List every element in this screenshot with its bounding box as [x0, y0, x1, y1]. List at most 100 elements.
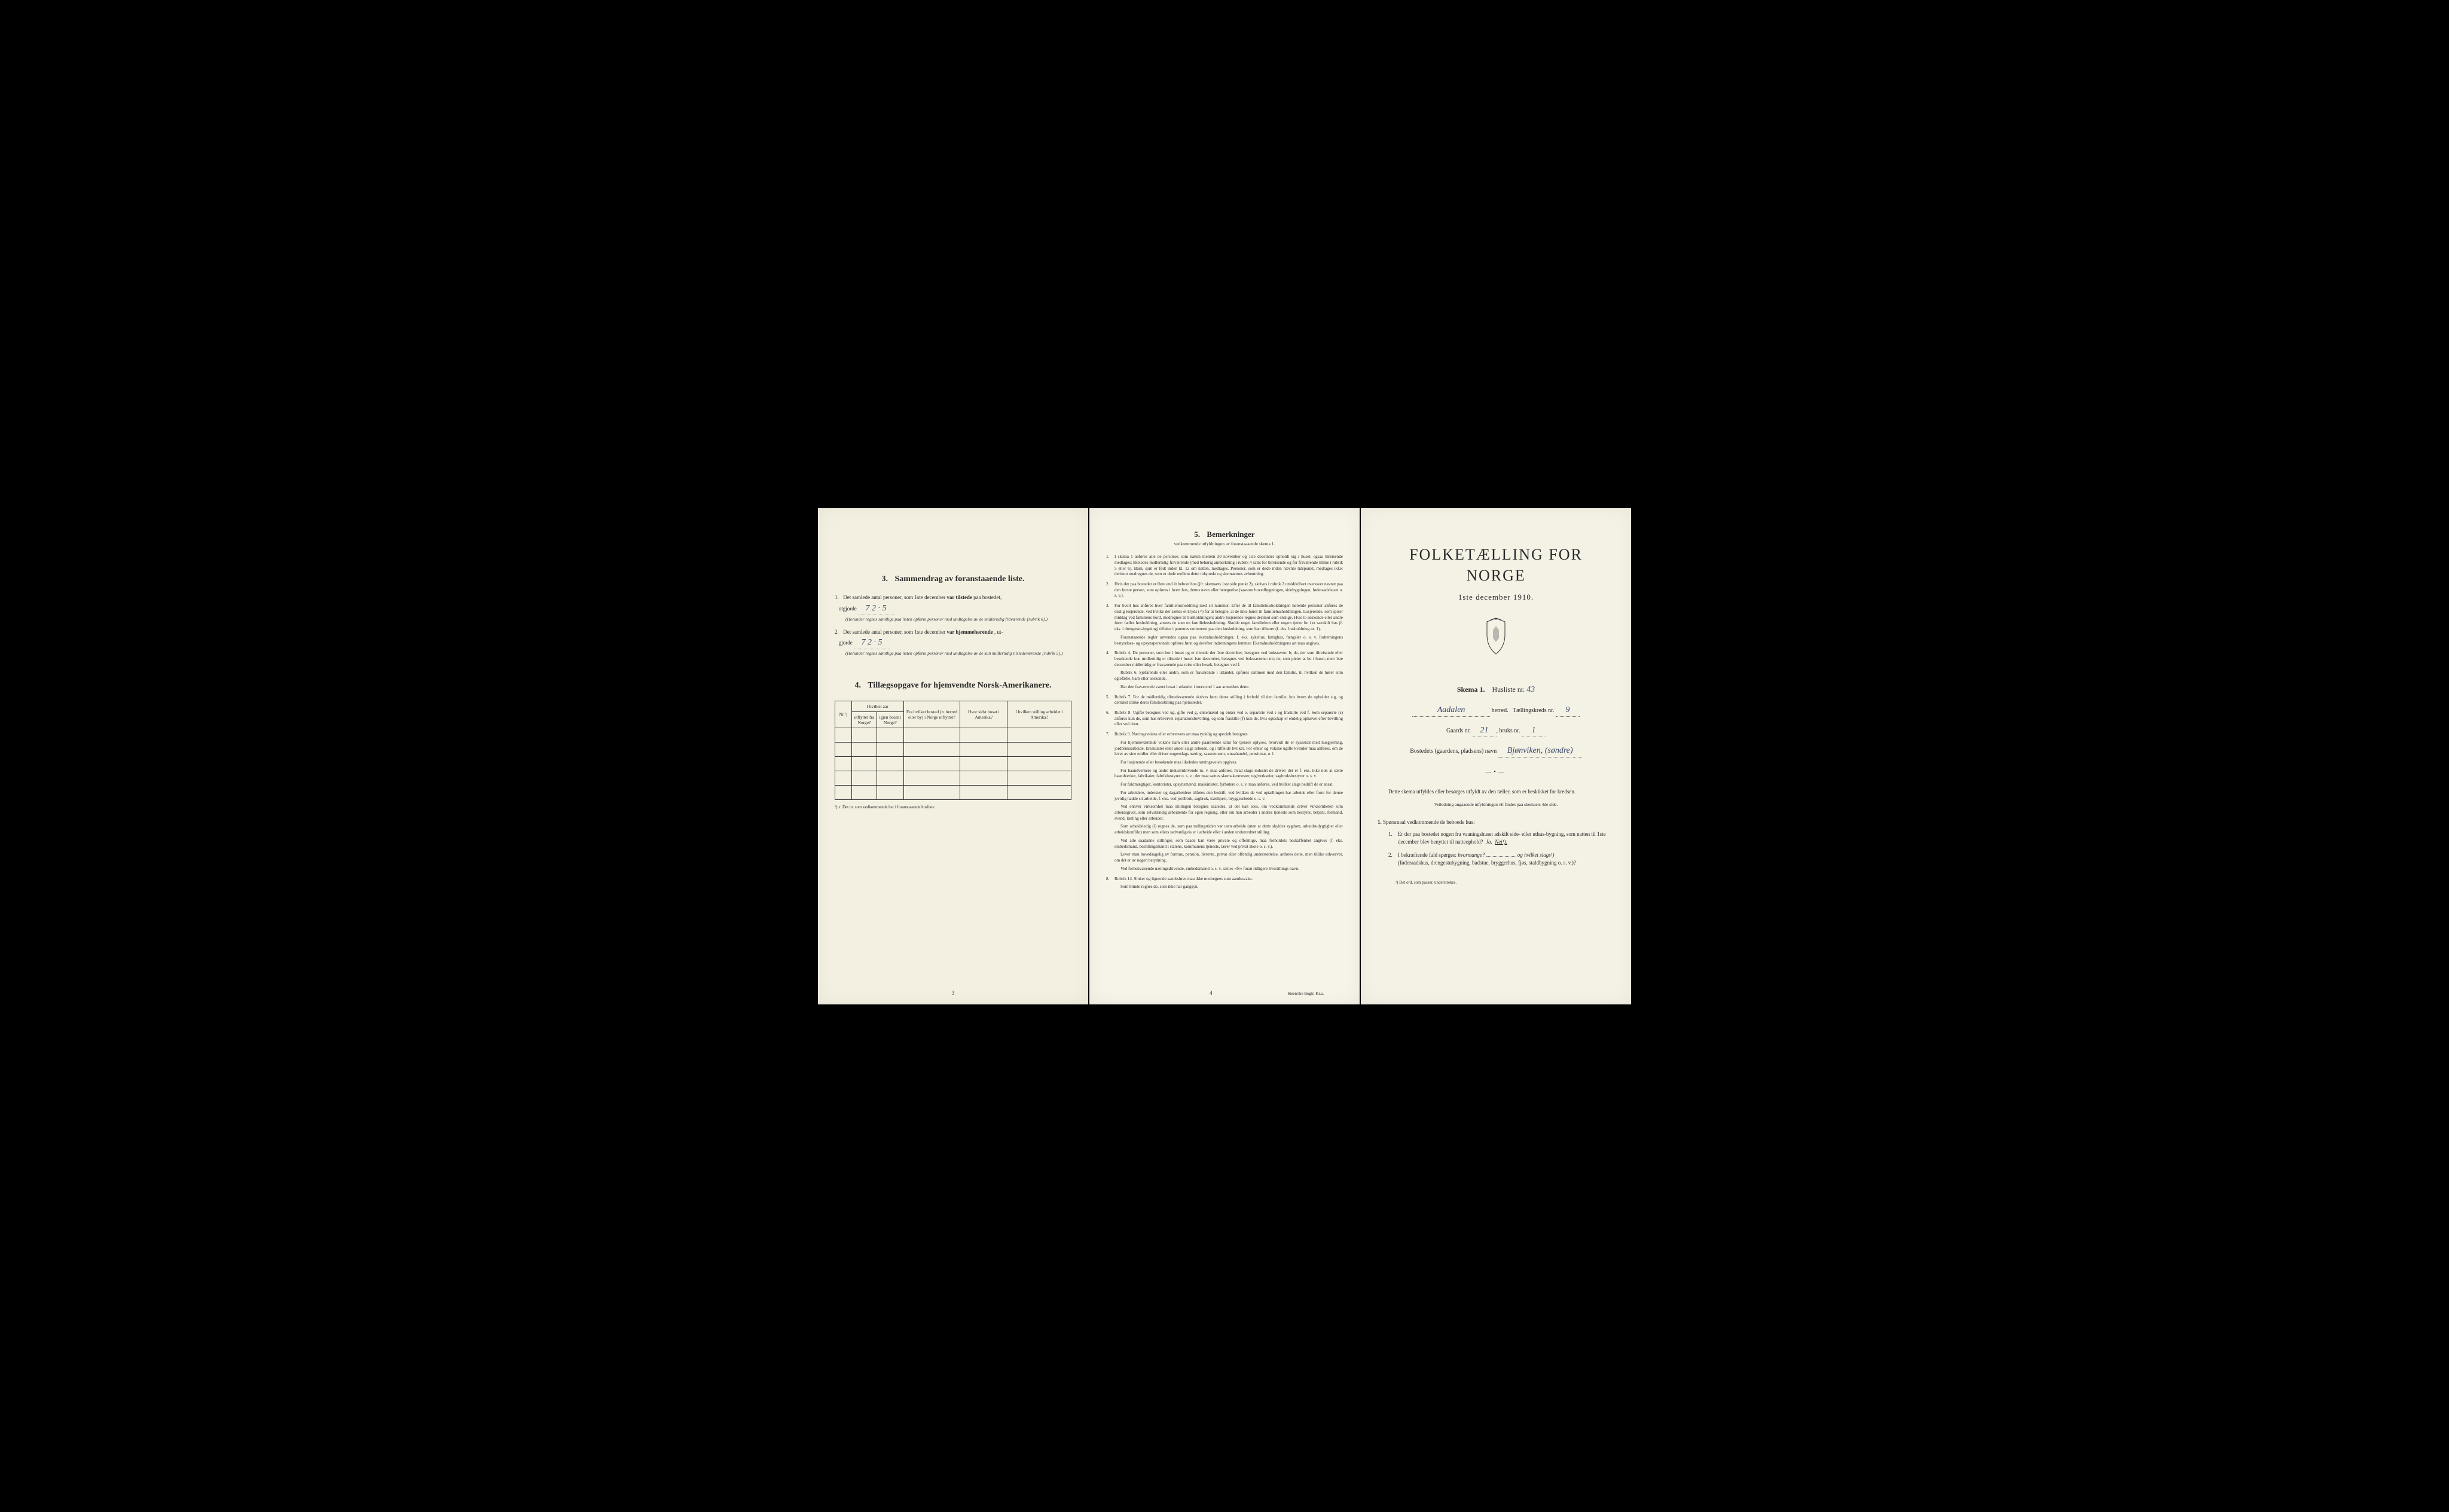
- q1-n: 1.: [1388, 830, 1393, 839]
- remark-para: Har den fraværende været bosat i utlande…: [1114, 685, 1343, 691]
- q-section-title: Spørsmaal vedkommende de beboede hus:: [1383, 819, 1474, 825]
- q2-text-b: hvormange?: [1458, 852, 1485, 858]
- bosted-label: Bostedets (gaardens, pladsens) navn: [1410, 748, 1497, 755]
- emigrant-tbody: [835, 728, 1071, 799]
- remark-para: For arbeidere, inderster og dagarbeidere…: [1114, 790, 1343, 802]
- th-position: I hvilken stilling arbeidet i Amerika?: [1007, 701, 1071, 728]
- th-year-back: igjen bosat i Norge?: [877, 711, 903, 728]
- remark-para: For haandverkere og andre industridriven…: [1114, 768, 1343, 780]
- herred-line: Aadalen herred. Tællingskreds nr. 9: [1378, 705, 1614, 717]
- q2-num: 2.: [835, 628, 842, 637]
- q1-note: (Herunder regnes samtlige paa listen opf…: [845, 616, 1071, 622]
- remark-para: Rubrik 6. Sjøfarende eller andre, som er…: [1114, 670, 1343, 682]
- bosted-line: Bostedets (gaardens, pladsens) navn Bjøn…: [1378, 746, 1614, 757]
- remarks-list: 1. I skema 1 anføres alle de personer, so…: [1106, 554, 1343, 890]
- table-row: [835, 742, 1071, 756]
- remark-text: Rubrik 8. Ugifte betegnes ved ug, gifte …: [1114, 710, 1343, 726]
- remark-num: 3.: [1106, 603, 1109, 609]
- remark-para: For fuldmægtiger, kontorister, opsynsmæn…: [1114, 782, 1343, 788]
- section-4-title: 4. Tillægsopgave for hjemvendte Norsk-Am…: [835, 680, 1071, 692]
- q1-text-b: paa bostedet,: [973, 594, 1001, 600]
- q2-text-b: , ut-: [994, 629, 1003, 635]
- remark-item: 7.Rubrik 9. Næringsveiens eller erhverve…: [1106, 732, 1343, 872]
- remark-para: Som arbeidsledig (l) regnes de, som paa …: [1114, 824, 1343, 835]
- remark-num: 4.: [1106, 650, 1109, 656]
- th-where: Hvor sidst bosat i Amerika?: [960, 701, 1007, 728]
- section-4-num: 4.: [855, 681, 862, 690]
- gaard-label: Gaards nr.: [1446, 728, 1471, 734]
- remark-text: Rubrik 4. De personer, som bor i huset o…: [1114, 650, 1343, 667]
- remark-item: 4. Rubrik 4. De personer, som bor i huset…: [1106, 650, 1343, 690]
- section-5-text: Bemerkninger: [1207, 530, 1254, 539]
- remark-num: 7.: [1106, 732, 1109, 738]
- question-2: 2. I bekræftende fald spørges: hvormange…: [1388, 851, 1614, 868]
- remark-text: Rubrik 7. For de midlertidig tilstedevær…: [1114, 695, 1343, 705]
- footnote: ¹) Det ord, som passer, understrekes.: [1395, 879, 1614, 886]
- remark-item: 8. Rubrik 14. Sinker og lignende aandsslø…: [1106, 876, 1343, 890]
- q1-nei: Nei¹).: [1495, 839, 1507, 845]
- intro-text: Dette skema utfyldes eller besørges utfy…: [1378, 788, 1614, 796]
- kreds-value: 9: [1556, 705, 1580, 717]
- remark-item: 2. Hvis der paa bostedet er flere end ét …: [1106, 582, 1343, 599]
- herred-name: Aadalen: [1412, 705, 1490, 717]
- questions-list: 1. Er der paa bostedet nogen fra vaaning…: [1388, 830, 1614, 868]
- remark-num: 2.: [1106, 582, 1109, 588]
- kreds-label: Tællingskreds nr.: [1513, 707, 1554, 714]
- page-3: 3. Sammendrag av foranstaaende liste. 1.…: [818, 508, 1088, 1004]
- page-1-cover: FOLKETÆLLING FOR NORGE 1ste december 191…: [1361, 508, 1631, 1004]
- table-row: [835, 728, 1071, 742]
- remark-item: 1. I skema 1 anføres alle de personer, so…: [1106, 554, 1343, 578]
- remark-para: For losjerende eller besøkende maa likel…: [1114, 760, 1343, 766]
- section-3-num: 3.: [882, 575, 888, 584]
- skema-line: Skema 1. Husliste nr. 43: [1378, 685, 1614, 696]
- page-number: 4: [1210, 989, 1213, 997]
- remark-para: Ved enhver virksomhet maa stillingen bet…: [1114, 804, 1343, 821]
- table-row: [835, 771, 1071, 785]
- q2-text-d: (føderaadshus, drengestubygning, badstue…: [1398, 860, 1576, 866]
- remark-item: 6.Rubrik 8. Ugifte betegnes ved ug, gift…: [1106, 710, 1343, 728]
- th-from: Fra hvilket bosted (ɔ: herred eller by) …: [903, 701, 960, 728]
- th-year-group: I hvilket aar: [851, 701, 903, 711]
- th-nr: Nr.¹): [835, 701, 852, 728]
- summary-q1: 1. Det samlede antal personer, som 1ste …: [835, 594, 1071, 622]
- remark-text: Rubrik 14. Sinker og lignende aandssløve…: [1114, 876, 1253, 881]
- remark-text: Hvis der paa bostedet er flere end ét be…: [1114, 582, 1343, 598]
- question-1: 1. Er der paa bostedet nogen fra vaaning…: [1388, 830, 1614, 847]
- remark-para: Som blinde regnes de, som ikke har gangs…: [1114, 884, 1343, 890]
- q2-value: 7 2 · 5: [854, 636, 890, 649]
- remark-para: Foranstaaende regler anvendes ogsaa paa …: [1114, 635, 1343, 646]
- q2-utgjorde: gjorde: [839, 640, 853, 646]
- q2-text-a: Det samlede antal personer, som 1ste dec…: [843, 629, 945, 635]
- remark-num: 1.: [1106, 554, 1109, 560]
- remark-text: For hvert hus anføres hver familiehushol…: [1114, 603, 1343, 631]
- remark-para: Ved alle saadanne stillinger, som baade …: [1114, 838, 1343, 850]
- remark-text: I skema 1 anføres alle de personer, som …: [1114, 554, 1343, 576]
- q1-bold: var tilstede: [946, 594, 972, 600]
- q1-utgjorde: utgjorde: [839, 606, 857, 612]
- emigrant-table: Nr.¹) I hvilket aar Fra hvilket bosted (…: [835, 701, 1071, 800]
- questions-block: 1. Spørsmaal vedkommende de beboede hus:…: [1378, 818, 1614, 868]
- section-5-subtitle: vedkommende utfyldningen av foranstaaaen…: [1106, 541, 1343, 547]
- section-4-text: Tillægsopgave for hjemvendte Norsk-Ameri…: [868, 681, 1051, 690]
- q1-num: 1.: [835, 594, 842, 602]
- bosted-value: Bjønviken, (søndre): [1498, 746, 1582, 757]
- bruk-label: bruks nr.: [1500, 728, 1520, 734]
- instructions: Dette skema utfyldes eller besørges utfy…: [1378, 788, 1614, 885]
- section-3-title: 3. Sammendrag av foranstaaende liste.: [835, 574, 1071, 585]
- q2-bold: var hjemmehørende: [946, 629, 993, 635]
- remark-num: 8.: [1106, 876, 1109, 882]
- section-5-num: 5.: [1194, 530, 1200, 539]
- bruk-value: 1: [1522, 725, 1546, 737]
- census-date: 1ste december 1910.: [1378, 592, 1614, 603]
- q1-text-a: Det samlede antal personer, som 1ste dec…: [843, 594, 945, 600]
- remark-para: Ved forhenværende næringsdrivende, embed…: [1114, 866, 1343, 872]
- table-footnote: ¹) ɔ: Det nr. som vedkommende har i fora…: [835, 805, 1071, 810]
- remark-num: 5.: [1106, 695, 1109, 701]
- main-title: FOLKETÆLLING FOR NORGE: [1378, 544, 1614, 586]
- section-5-title: 5. Bemerkninger: [1106, 529, 1343, 540]
- page-number: 3: [952, 989, 955, 997]
- table-row: [835, 785, 1071, 799]
- skema-label: Skema 1.: [1457, 685, 1485, 694]
- herred-label: herred.: [1492, 707, 1509, 714]
- section-3-text: Sammendrag av foranstaaende liste.: [895, 575, 1025, 584]
